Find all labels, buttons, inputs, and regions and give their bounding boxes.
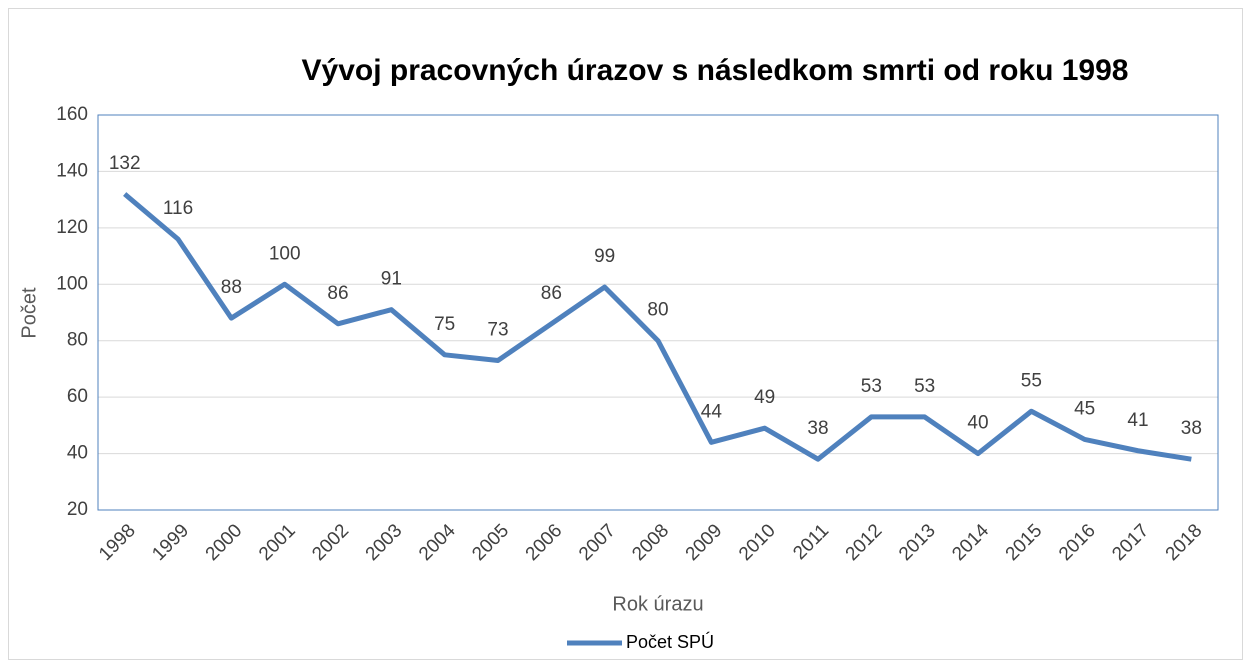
chart-title: Vývoj pracovných úrazov s následkom smrt…: [302, 54, 1129, 87]
y-tick-label: 80: [67, 330, 88, 351]
y-tick-label: 160: [56, 104, 88, 125]
x-axis-label: Rok úrazu: [612, 593, 703, 615]
data-label: 73: [487, 319, 508, 340]
data-label: 53: [914, 376, 935, 397]
data-label: 49: [754, 387, 775, 408]
data-label: 88: [221, 277, 242, 298]
data-label: 75: [434, 314, 455, 335]
data-label: 45: [1074, 398, 1095, 419]
y-tick-label: 120: [56, 217, 88, 238]
data-label: 116: [163, 198, 193, 219]
data-label: 80: [647, 300, 668, 321]
data-label: 41: [1127, 410, 1148, 431]
data-label: 53: [861, 376, 882, 397]
y-axis-label: Počet: [18, 287, 40, 339]
data-label: 86: [541, 283, 562, 304]
data-label: 38: [807, 418, 828, 439]
data-label: 100: [269, 243, 301, 264]
y-tick-label: 140: [56, 160, 88, 181]
legend-label: Počet SPÚ: [626, 631, 714, 652]
line: [123, 192, 1192, 462]
data-label: 132: [109, 153, 141, 174]
y-tick-label: 40: [67, 443, 88, 464]
data-label: 38: [1181, 418, 1202, 439]
y-tick-label: 20: [67, 499, 88, 520]
data-label: 86: [327, 283, 348, 304]
data-label: 40: [967, 413, 988, 434]
chart-border: [8, 8, 1243, 660]
data-label: 99: [594, 246, 615, 267]
data-label: 91: [381, 269, 402, 290]
plot-border: [97, 114, 1219, 511]
data-label: 44: [701, 401, 723, 422]
data-label: 55: [1021, 370, 1042, 391]
y-tick-label: 100: [56, 273, 88, 294]
y-tick-label: 60: [67, 386, 88, 407]
